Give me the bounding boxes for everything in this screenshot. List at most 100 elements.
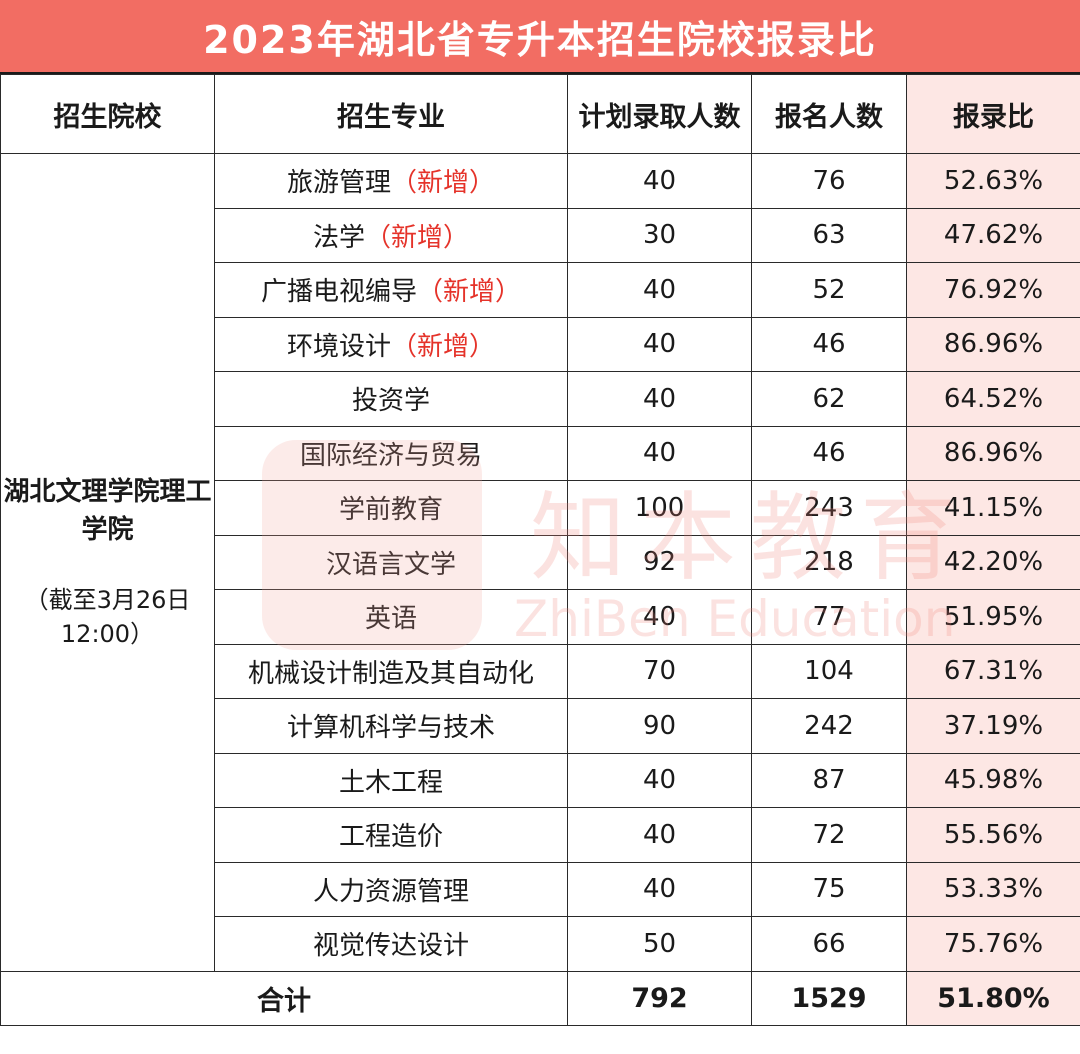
major-name: 汉语言文学 bbox=[325, 549, 456, 580]
major-name: 英语 bbox=[364, 604, 417, 635]
major-cell: 工程造价 bbox=[214, 807, 568, 863]
major-cell: 环境设计（新增） bbox=[214, 316, 568, 372]
major-cell: 旅游管理（新增） bbox=[214, 153, 568, 209]
applicants-cell: 66 bbox=[751, 916, 907, 972]
new-tag: （新增） bbox=[391, 331, 496, 362]
major-name: 学前教育 bbox=[338, 495, 443, 526]
table-row: 学前教育 100 243 41.15% bbox=[1, 480, 1080, 536]
ratio-cell: 86.96% bbox=[906, 316, 1080, 372]
applicants-cell: 104 bbox=[751, 643, 907, 699]
major-name: 国际经济与贸易 bbox=[299, 440, 482, 471]
ratio-cell: 55.56% bbox=[906, 807, 1080, 863]
major-cell: 土木工程 bbox=[214, 752, 568, 808]
table-row: 视觉传达设计 50 66 75.76% bbox=[1, 916, 1080, 972]
plan-cell: 40 bbox=[567, 262, 752, 318]
major-cell: 法学（新增） bbox=[214, 207, 568, 263]
applicants-cell: 62 bbox=[751, 371, 907, 427]
header-ratio: 报录比 bbox=[906, 74, 1080, 154]
table-row: 土木工程 40 87 45.98% bbox=[1, 752, 1080, 808]
ratio-cell: 42.20% bbox=[906, 534, 1080, 590]
header-major: 招生专业 bbox=[214, 74, 568, 154]
ratio-cell: 53.33% bbox=[906, 861, 1080, 917]
table-row: 英语 40 77 51.95% bbox=[1, 589, 1080, 645]
major-name: 旅游管理 bbox=[286, 168, 391, 199]
plan-cell: 100 bbox=[567, 480, 752, 536]
total-label: 合计 bbox=[0, 970, 568, 1026]
total-plan: 792 bbox=[567, 970, 752, 1026]
applicants-cell: 52 bbox=[751, 262, 907, 318]
new-tag: （新增） bbox=[391, 168, 496, 199]
applicants-cell: 75 bbox=[751, 861, 907, 917]
header-school: 招生院校 bbox=[0, 74, 215, 154]
page-title: 2023年湖北省专升本招生院校报录比 bbox=[0, 0, 1080, 74]
plan-cell: 92 bbox=[567, 534, 752, 590]
total-row: 合计 792 1529 51.80% bbox=[0, 970, 1080, 1026]
plan-cell: 40 bbox=[567, 589, 752, 645]
plan-cell: 40 bbox=[567, 752, 752, 808]
major-cell: 机械设计制造及其自动化 bbox=[214, 643, 568, 699]
applicants-cell: 243 bbox=[751, 480, 907, 536]
plan-cell: 40 bbox=[567, 425, 752, 481]
table-row: 环境设计（新增） 40 46 86.96% bbox=[1, 316, 1080, 372]
major-cell: 计算机科学与技术 bbox=[214, 698, 568, 754]
ratio-cell: 52.63% bbox=[906, 153, 1080, 209]
plan-cell: 50 bbox=[567, 916, 752, 972]
school-cell: 湖北文理学院理工学院 （截至3月26日12:00） bbox=[0, 153, 215, 972]
table-row: 投资学 40 62 64.52% bbox=[1, 371, 1080, 427]
major-cell: 国际经济与贸易 bbox=[214, 425, 568, 481]
new-tag: （新增） bbox=[417, 277, 522, 308]
major-cell: 学前教育 bbox=[214, 480, 568, 536]
major-name: 广播电视编导 bbox=[260, 277, 417, 308]
table-row: 人力资源管理 40 75 53.33% bbox=[1, 861, 1080, 917]
ratio-cell: 64.52% bbox=[906, 371, 1080, 427]
ratio-cell: 41.15% bbox=[906, 480, 1080, 536]
plan-cell: 90 bbox=[567, 698, 752, 754]
applicants-cell: 242 bbox=[751, 698, 907, 754]
major-name: 人力资源管理 bbox=[312, 876, 469, 907]
major-cell: 英语 bbox=[214, 589, 568, 645]
table-row: 计算机科学与技术 90 242 37.19% bbox=[1, 698, 1080, 754]
total-applicants: 1529 bbox=[751, 970, 907, 1026]
ratio-cell: 86.96% bbox=[906, 425, 1080, 481]
admission-ratio-table: 招生院校 招生专业 计划录取人数 报名人数 报录比 湖北文理学院理工学院 （截至3… bbox=[0, 74, 1080, 1026]
table-row: 湖北文理学院理工学院 （截至3月26日12:00） 旅游管理（新增） 40 76 52.6… bbox=[0, 153, 1080, 972]
header-plan: 计划录取人数 bbox=[567, 74, 752, 154]
major-cell: 视觉传达设计 bbox=[214, 916, 568, 972]
header-applicants: 报名人数 bbox=[751, 74, 907, 154]
plan-cell: 40 bbox=[567, 316, 752, 372]
major-cell: 人力资源管理 bbox=[214, 861, 568, 917]
applicants-cell: 46 bbox=[751, 425, 907, 481]
major-cell: 广播电视编导（新增） bbox=[214, 262, 568, 318]
applicants-cell: 46 bbox=[751, 316, 907, 372]
table-row: 机械设计制造及其自动化 70 104 67.31% bbox=[1, 643, 1080, 699]
new-tag: （新增） bbox=[365, 222, 470, 253]
table-header-row: 招生院校 招生专业 计划录取人数 报名人数 报录比 bbox=[0, 74, 1080, 154]
applicants-cell: 77 bbox=[751, 589, 907, 645]
applicants-cell: 87 bbox=[751, 752, 907, 808]
major-name: 工程造价 bbox=[338, 822, 443, 853]
plan-cell: 70 bbox=[567, 643, 752, 699]
plan-cell: 30 bbox=[567, 207, 752, 263]
major-name: 机械设计制造及其自动化 bbox=[247, 658, 534, 689]
major-name: 视觉传达设计 bbox=[312, 931, 469, 962]
table-row: 广播电视编导（新增） 40 52 76.92% bbox=[1, 262, 1080, 318]
major-cell: 汉语言文学 bbox=[214, 534, 568, 590]
school-name: 湖北文理学院理工学院 bbox=[3, 477, 212, 546]
ratio-cell: 76.92% bbox=[906, 262, 1080, 318]
major-name: 法学 bbox=[312, 222, 365, 253]
plan-cell: 40 bbox=[567, 861, 752, 917]
ratio-cell: 47.62% bbox=[906, 207, 1080, 263]
applicants-cell: 63 bbox=[751, 207, 907, 263]
major-name: 环境设计 bbox=[286, 331, 391, 362]
major-cell: 投资学 bbox=[214, 371, 568, 427]
table-row: 汉语言文学 92 218 42.20% bbox=[1, 534, 1080, 590]
table-row: 国际经济与贸易 40 46 86.96% bbox=[1, 425, 1080, 481]
ratio-cell: 67.31% bbox=[906, 643, 1080, 699]
plan-cell: 40 bbox=[567, 807, 752, 863]
plan-cell: 40 bbox=[567, 371, 752, 427]
major-name: 土木工程 bbox=[338, 767, 443, 798]
applicants-cell: 72 bbox=[751, 807, 907, 863]
ratio-cell: 75.76% bbox=[906, 916, 1080, 972]
ratio-cell: 51.95% bbox=[906, 589, 1080, 645]
ratio-cell: 37.19% bbox=[906, 698, 1080, 754]
